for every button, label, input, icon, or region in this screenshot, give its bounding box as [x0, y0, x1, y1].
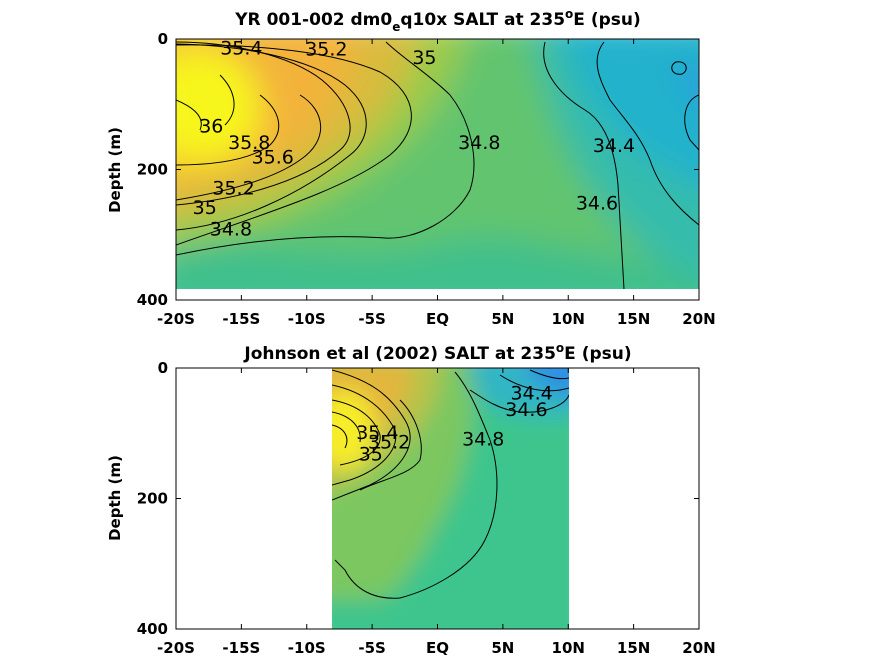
- panel-obs-ticks: -20S -15S -10S -5S EQ 5N 10N 15N 20N 0 200 400: [137, 359, 716, 656]
- panel-obs-contour-label: 34.6: [505, 399, 547, 421]
- panel-obs-contour-label: 34.4: [510, 383, 552, 405]
- panel-model-y-tick-label: 200: [137, 161, 168, 179]
- panel-model-x-tick-label: -5S: [358, 310, 385, 328]
- panel-obs-x-tick-label: -5S: [358, 639, 385, 656]
- panel-obs-contour-label: 35.4: [356, 422, 398, 444]
- panel-model-contour-label: 34.8: [458, 132, 500, 154]
- panel-model-x-tick-label: 10N: [552, 310, 585, 328]
- panel-model: YR 001-002 dm0eq10x SALT at 235oE (psu): [106, 7, 716, 328]
- panel-obs-contour-label: 35: [359, 443, 383, 465]
- panel-obs-x-tick-label: 20N: [682, 639, 715, 656]
- panel-model-y-tick-label: 0: [158, 30, 168, 48]
- panel-model-x-tick-label: EQ: [426, 310, 449, 328]
- panel-model-contour-label: 34.8: [210, 219, 252, 241]
- panel-model-contour-label: 36: [199, 116, 223, 138]
- panel-obs-x-tick-label: -20S: [157, 639, 195, 656]
- panel-obs-x-tick-label: EQ: [426, 639, 449, 656]
- panel-obs-y-tick-label: 400: [137, 620, 168, 638]
- panel-model-contour-label: 35.2: [305, 39, 347, 61]
- panel-obs-x-tick-label: 10N: [552, 639, 585, 656]
- panel-model-field: [176, 39, 699, 289]
- panel-model-y-axis-label: Depth (m): [106, 127, 124, 213]
- panel-obs-contour-labels: 34.434.634.8 35.435.235: [356, 383, 553, 466]
- panel-model-contour-label: 34.4: [593, 135, 635, 157]
- panel-obs-x-tick-label: 5N: [491, 639, 514, 656]
- panel-obs-field: [332, 368, 569, 629]
- panel-obs-x-tick-label: -10S: [288, 639, 326, 656]
- panel-obs-contour-label: 34.8: [462, 428, 504, 450]
- panel-model-x-tick-label: -10S: [288, 310, 326, 328]
- panel-model-contour-label: 35: [412, 47, 436, 69]
- panel-model-x-tick-label: -15S: [222, 310, 260, 328]
- panel-model-y-tick-label: 400: [137, 291, 168, 309]
- panel-model-contour-label: 35.8: [228, 132, 270, 154]
- panel-model-x-tick-label: 5N: [491, 310, 514, 328]
- panel-model-contour-label: 35.2: [212, 178, 254, 200]
- panel-model-x-tick-label: -20S: [157, 310, 195, 328]
- panel-model-ticks: -20S -15S -10S -5S EQ 5N 10N 15N 20N 0 200 400: [137, 30, 716, 328]
- panel-obs-contour-label: 35.2: [368, 432, 410, 454]
- panel-obs: Johnson et al (2002) SALT at 235oE (psu): [106, 341, 716, 656]
- panel-model-title: YR 001-002 dm0eq10x SALT at 235oE (psu): [234, 7, 641, 34]
- panel-obs-y-axis-label: Depth (m): [106, 455, 124, 541]
- panel-obs-x-tick-label: -15S: [222, 639, 260, 656]
- panel-model-x-tick-label: 20N: [682, 310, 715, 328]
- panel-model-contour-label: 34.6: [576, 193, 618, 215]
- panel-obs-y-tick-label: 0: [158, 359, 168, 377]
- panel-obs-title: Johnson et al (2002) SALT at 235oE (psu): [243, 341, 631, 364]
- panel-obs-x-tick-label: 15N: [617, 639, 650, 656]
- panel-obs-y-tick-label: 200: [137, 490, 168, 508]
- panel-model-contour-label: 35: [193, 197, 217, 219]
- panel-model-contour-label: 35.6: [252, 146, 294, 168]
- panel-model-x-tick-label: 15N: [617, 310, 650, 328]
- panel-model-contour-label: 35.4: [220, 37, 262, 59]
